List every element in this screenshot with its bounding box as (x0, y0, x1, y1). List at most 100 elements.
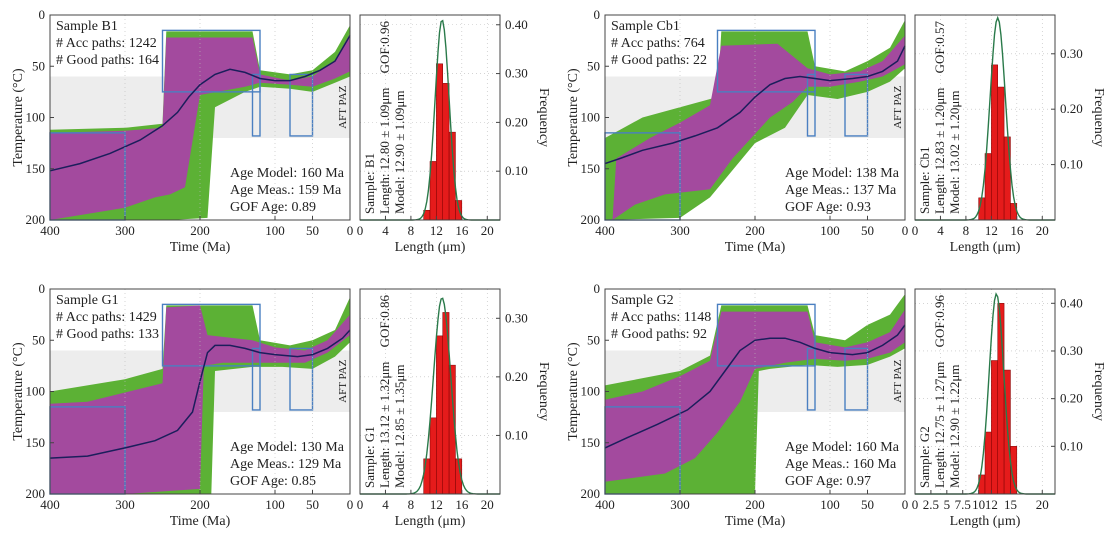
x-tick-label: 200 (745, 223, 765, 238)
x-tick-label: 50 (861, 223, 874, 238)
sample-title: Sample B1 (56, 19, 118, 34)
constraint-box (251, 73, 261, 137)
hist-bar (442, 83, 450, 221)
x-axis-label: Time (Ma) (170, 240, 231, 255)
hist-x-tick-label: 12 (430, 223, 443, 238)
acc-paths-count: # Acc paths: 1148 (611, 310, 711, 325)
hist-y-tick-label: 0.20 (505, 114, 528, 129)
constraint-box (716, 303, 816, 367)
hist-x-tick-label: 4 (382, 497, 389, 512)
hist-gof: GOF:0.96 (377, 21, 392, 74)
hist-x-tick-label: 16 (455, 497, 469, 512)
y-axis-label: Temperature (°C) (566, 68, 581, 167)
hist-x-tick-label: 20 (1036, 497, 1049, 512)
hist-y-tick-label: 0.20 (505, 369, 528, 384)
hist-frame (359, 288, 501, 495)
constraint-box (289, 347, 314, 411)
hist-x-tick-label: 12 (430, 497, 443, 512)
age-model: Age Model: 138 Ma (785, 166, 900, 181)
hist-x-tick-label: 10 (972, 497, 985, 512)
hist-x-tick-label: 0 (912, 497, 919, 512)
constraint-box (161, 29, 261, 93)
good-paths-count: # Good paths: 92 (611, 327, 707, 342)
hist-bar (436, 63, 443, 221)
age-model: Age Model: 160 Ma (230, 166, 345, 181)
x-tick-label: 50 (306, 497, 319, 512)
hist-x-tick-label: 8 (963, 223, 970, 238)
hist-x-tick-label: 2.5 (923, 497, 939, 512)
y-tick-label: 0 (594, 7, 601, 22)
y-tick-label: 50 (32, 58, 45, 73)
constraint-box (844, 73, 869, 137)
hist-frame (359, 14, 501, 221)
hist-y-tick-label: 0.30 (1060, 46, 1083, 61)
x-tick-label: 300 (115, 497, 135, 512)
x-tick-label: 0 (347, 497, 354, 512)
hist-x-tick-label: 4 (382, 223, 389, 238)
y-tick-label: 150 (581, 435, 601, 450)
x-tick-label: 300 (670, 223, 690, 238)
hist-y-tick-label: 0.40 (1060, 295, 1083, 310)
hist-frame (914, 14, 1056, 221)
x-axis-label: Time (Ma) (170, 514, 231, 529)
y-axis-label: Temperature (°C) (11, 342, 26, 441)
hist-x-tick-label: 20 (481, 223, 494, 238)
x-tick-label: 50 (306, 223, 319, 238)
acc-paths-count: # Acc paths: 764 (611, 36, 705, 51)
hist-y-tick-label: 0.30 (505, 310, 528, 325)
gof-age: GOF Age: 0.89 (230, 200, 316, 215)
y-tick-label: 50 (587, 332, 600, 347)
hist-x-tick-label: 20 (481, 497, 494, 512)
constraint-box (806, 73, 816, 137)
hist-y-tick-label: 0.30 (505, 66, 528, 81)
y-tick-label: 100 (581, 110, 601, 125)
hist-gof: GOF:0.96 (932, 295, 947, 348)
hist-y-tick-label: 0.10 (505, 427, 528, 442)
good-paths-envelope (612, 35, 905, 220)
best-fit-path (604, 45, 906, 165)
best-fit-path (49, 329, 351, 459)
hist-sample-label: Sample: G1 (362, 426, 377, 488)
hist-x-tick-label: 20 (1036, 223, 1049, 238)
x-tick-label: 400 (40, 497, 60, 512)
constraint-box (716, 29, 816, 93)
hist-frame (914, 288, 1056, 495)
y-tick-label: 200 (581, 212, 601, 227)
hist-model-stat: Model: 12.85 ± 1.35μm (392, 364, 407, 488)
x-tick-label: 300 (670, 497, 690, 512)
x-axis-label: Time (Ma) (725, 514, 786, 529)
hist-sample-label: Sample: Cb1 (917, 146, 932, 214)
x-tick-label: 0 (902, 497, 909, 512)
acc-paths-count: # Acc paths: 1429 (56, 310, 157, 325)
x-tick-label: 200 (190, 497, 210, 512)
hist-gof: GOF:0.86 (377, 295, 392, 348)
hist-x-tick-label: 4 (937, 223, 944, 238)
hist-x-tick-label: 15 (1004, 497, 1017, 512)
age-measured: Age Meas.: 160 Ma (785, 457, 897, 472)
sample-title: Sample G2 (611, 293, 674, 308)
y-tick-label: 150 (581, 161, 601, 176)
x-tick-label: 50 (861, 497, 874, 512)
constraint-box (844, 347, 869, 411)
hist-length-stat: Length: 13.12 ± 1.32μm (377, 362, 392, 488)
hist-x-axis-label: Length (μm) (950, 240, 1021, 255)
hist-sample-label: Sample: B1 (362, 153, 377, 214)
hist-y-tick-label: 0.10 (505, 163, 528, 178)
y-tick-label: 100 (26, 110, 46, 125)
x-tick-label: 400 (595, 497, 615, 512)
x-tick-label: 100 (820, 223, 840, 238)
y-tick-label: 100 (26, 384, 46, 399)
hist-x-axis-label: Length (μm) (950, 514, 1021, 529)
best-fit-path (49, 35, 351, 172)
y-tick-label: 200 (581, 486, 601, 501)
hist-x-tick-label: 12 (985, 497, 998, 512)
hist-y-axis-label: Frequency (1091, 362, 1106, 421)
hist-x-axis-label: Length (μm) (395, 240, 466, 255)
y-tick-label: 0 (39, 281, 46, 296)
hist-bar (429, 417, 437, 495)
